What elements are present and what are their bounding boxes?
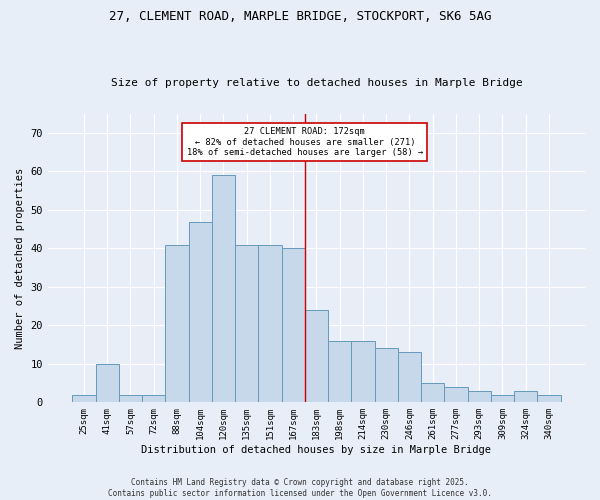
Bar — [491, 394, 514, 402]
Bar — [188, 222, 212, 402]
Bar — [352, 341, 374, 402]
Bar — [142, 394, 166, 402]
Bar — [514, 391, 538, 402]
Bar — [95, 364, 119, 403]
Title: Size of property relative to detached houses in Marple Bridge: Size of property relative to detached ho… — [110, 78, 523, 88]
Text: Contains HM Land Registry data © Crown copyright and database right 2025.
Contai: Contains HM Land Registry data © Crown c… — [108, 478, 492, 498]
Bar — [328, 341, 352, 402]
Bar — [212, 176, 235, 402]
Bar — [445, 387, 467, 402]
Bar — [119, 394, 142, 402]
Bar — [538, 394, 560, 402]
Bar — [398, 352, 421, 403]
Text: 27, CLEMENT ROAD, MARPLE BRIDGE, STOCKPORT, SK6 5AG: 27, CLEMENT ROAD, MARPLE BRIDGE, STOCKPO… — [109, 10, 491, 23]
Bar — [374, 348, 398, 403]
Bar — [467, 391, 491, 402]
Bar — [235, 244, 259, 402]
Bar — [166, 244, 188, 402]
X-axis label: Distribution of detached houses by size in Marple Bridge: Distribution of detached houses by size … — [142, 445, 491, 455]
Y-axis label: Number of detached properties: Number of detached properties — [15, 168, 25, 348]
Text: 27 CLEMENT ROAD: 172sqm
← 82% of detached houses are smaller (271)
18% of semi-d: 27 CLEMENT ROAD: 172sqm ← 82% of detache… — [187, 127, 423, 157]
Bar — [421, 383, 445, 402]
Bar — [305, 310, 328, 402]
Bar — [259, 244, 281, 402]
Bar — [281, 248, 305, 402]
Bar — [73, 394, 95, 402]
